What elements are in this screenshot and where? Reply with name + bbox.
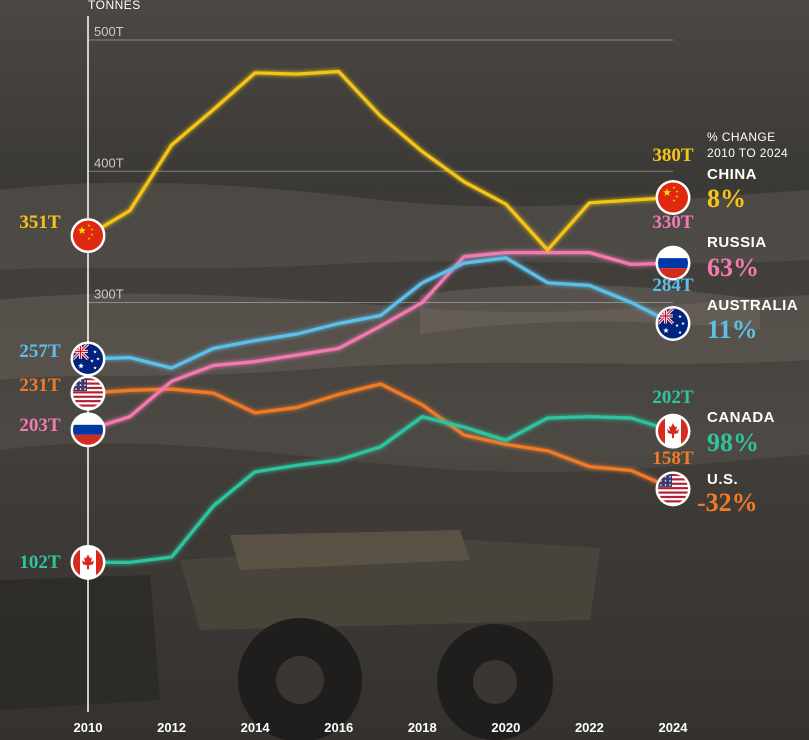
legend-change-russia: 63% bbox=[707, 253, 759, 282]
series-line-canada bbox=[88, 415, 674, 564]
start-flag-china bbox=[70, 218, 106, 254]
end-flag-canada bbox=[655, 413, 691, 449]
series-lines bbox=[87, 69, 674, 564]
x-tick-2012: 2012 bbox=[157, 720, 186, 735]
x-tick-2014: 2014 bbox=[241, 720, 271, 735]
x-tick-2022: 2022 bbox=[575, 720, 604, 735]
start-label-canada: 102T bbox=[19, 552, 61, 573]
y-axis-label: TONNES bbox=[88, 0, 141, 12]
end-flag-china bbox=[655, 180, 691, 215]
legend-change-canada: 98% bbox=[707, 428, 759, 457]
start-flag-canada bbox=[70, 544, 106, 580]
start-label-russia: 203T bbox=[19, 415, 61, 436]
legend-name-us: U.S. bbox=[707, 471, 738, 488]
series-line-us bbox=[87, 382, 674, 491]
x-tick-2010: 2010 bbox=[74, 720, 103, 735]
y-tick-300T: 300T bbox=[94, 287, 124, 302]
flag-markers bbox=[70, 180, 691, 580]
end-label-russia: 330T bbox=[652, 212, 694, 233]
x-tick-2018: 2018 bbox=[408, 720, 437, 735]
start-flag-us bbox=[70, 375, 106, 411]
y-gridlines bbox=[88, 39, 673, 303]
start-flag-russia bbox=[70, 412, 106, 448]
end-label-australia: 284T bbox=[652, 275, 694, 296]
y-tick-500T: 500T bbox=[94, 24, 124, 39]
x-tick-2020: 2020 bbox=[491, 720, 520, 735]
series-line-russia bbox=[87, 251, 674, 432]
legend-change-australia: 11% bbox=[707, 315, 758, 344]
legend-name-russia: RUSSIA bbox=[707, 234, 767, 251]
legend-change-us: -32% bbox=[697, 488, 758, 517]
x-tick-2024: 2024 bbox=[659, 720, 689, 735]
x-tick-labels: 2010 2012 2014 2016 2018 2020 2022 2024 bbox=[74, 720, 689, 735]
legend-name-canada: CANADA bbox=[707, 409, 775, 426]
annotation-line-1: % CHANGE bbox=[707, 130, 776, 144]
y-tick-labels: 300T 400T 500T bbox=[94, 24, 124, 302]
percent-change-annotation: % CHANGE 2010 TO 2024 bbox=[707, 130, 788, 160]
value-labels: 351T 380T 203T 330T 257T 284T 102T 202T 231T 158T bbox=[19, 145, 694, 573]
x-tick-2016: 2016 bbox=[324, 720, 353, 735]
y-tick-400T: 400T bbox=[94, 155, 124, 170]
end-flag-us bbox=[655, 471, 691, 507]
legend-name-china: CHINA bbox=[707, 166, 757, 183]
end-flag-russia bbox=[655, 245, 691, 281]
end-label-canada: 202T bbox=[652, 387, 694, 408]
start-label-australia: 257T bbox=[19, 341, 61, 362]
end-label-china: 380T bbox=[652, 145, 694, 166]
end-label-us: 158T bbox=[652, 448, 694, 469]
start-label-us: 231T bbox=[19, 375, 61, 396]
start-label-china: 351T bbox=[19, 212, 61, 233]
series-line-australia bbox=[87, 256, 674, 370]
legend-change-china: 8% bbox=[707, 184, 746, 213]
legend-name-australia: AUSTRALIA bbox=[707, 297, 798, 314]
annotation-line-2: 2010 TO 2024 bbox=[707, 146, 788, 160]
start-flag-australia bbox=[70, 341, 106, 377]
end-flag-australia bbox=[655, 306, 691, 341]
series-line-china bbox=[87, 69, 674, 252]
